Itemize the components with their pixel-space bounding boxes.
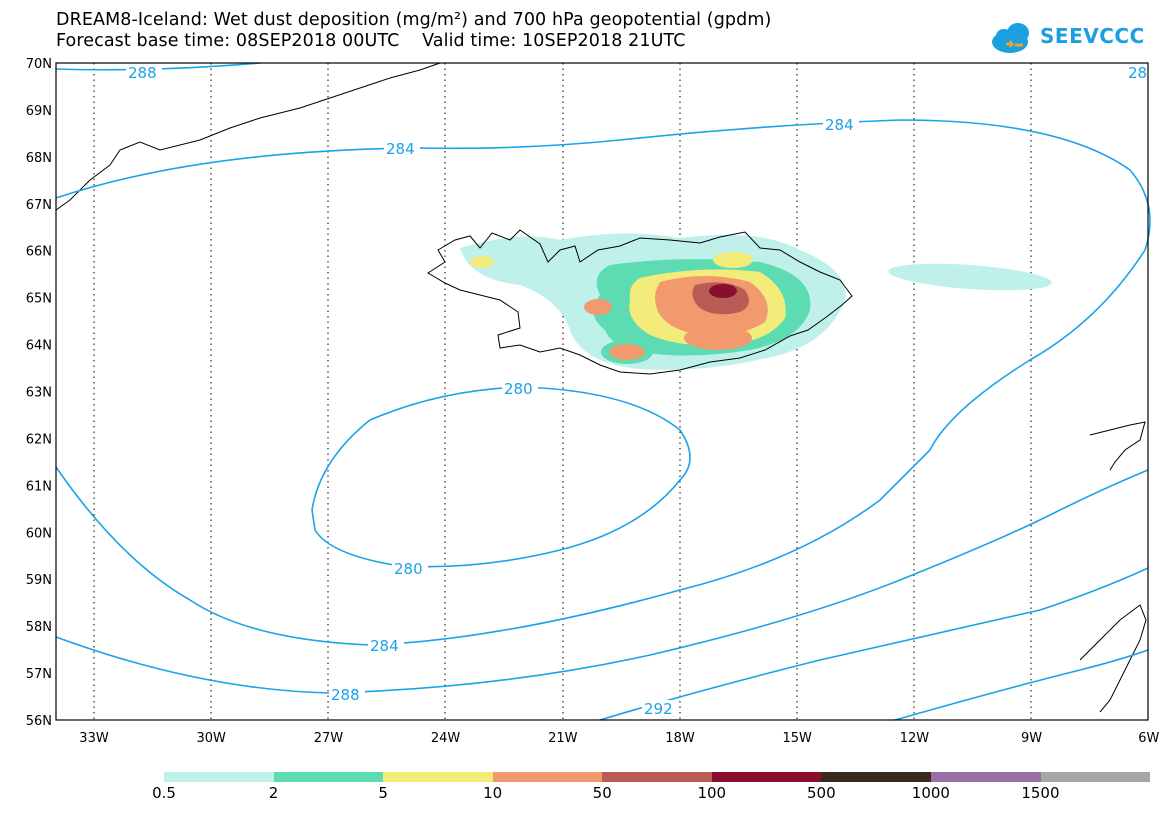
- legend-label: 10: [483, 784, 503, 802]
- legend-swatch: [930, 772, 1041, 782]
- legend-label: 50: [592, 784, 612, 802]
- latitude-label: 60N: [26, 526, 52, 541]
- greenland-coastline: [55, 62, 441, 211]
- longitude-label: 15W: [782, 731, 812, 746]
- legend-swatch: [492, 772, 603, 782]
- longitude-label: 21W: [548, 731, 578, 746]
- contour-284-north: [55, 119, 1151, 646]
- legend-swatch: [821, 772, 931, 782]
- faroe-coastline: [1089, 421, 1146, 471]
- latitude-label: 59N: [26, 573, 52, 588]
- latitude-label: 66N: [26, 245, 52, 260]
- contour-label: 288: [331, 686, 360, 704]
- contour-label: 288: [128, 64, 157, 82]
- geopotential-contours: [55, 62, 1151, 721]
- scotland-coastline: [1079, 604, 1147, 713]
- latitude-label: 57N: [26, 667, 52, 682]
- legend-label: 100: [697, 784, 727, 802]
- dust-deposition-field: [460, 233, 1052, 370]
- legend-label: 1000: [911, 784, 950, 802]
- latitude-label: 67N: [26, 198, 52, 213]
- longitude-label: 27W: [314, 731, 344, 746]
- longitude-labels: 33W 30W 27W 24W 21W 18W 15W 12W 9W 6W: [79, 731, 1159, 746]
- contour-label: 28: [1128, 64, 1147, 82]
- contour-296: [894, 649, 1149, 721]
- latitude-label: 56N: [26, 714, 52, 729]
- legend-swatch: [164, 772, 274, 782]
- longitude-label: 18W: [665, 731, 695, 746]
- latitude-label: 69N: [26, 104, 52, 119]
- contour-labels: 288 284 284 280 280 284 288 292 28: [126, 64, 1147, 718]
- contour-label: 284: [370, 637, 399, 655]
- contour-280: [311, 386, 691, 568]
- legend-swatch: [711, 772, 822, 782]
- iceland-coastline: [427, 229, 853, 375]
- latitude-labels: 70N 69N 68N 67N 66N 65N 64N 63N 62N 61N 60N 59N 58N 5…: [26, 57, 52, 729]
- legend-swatch: [1040, 772, 1151, 782]
- latitude-label: 70N: [26, 57, 52, 72]
- contour-label: 280: [394, 560, 423, 578]
- longitude-label: 30W: [196, 731, 226, 746]
- longitude-label: 33W: [79, 731, 109, 746]
- latitude-label: 58N: [26, 620, 52, 635]
- logo-text: SEEVCCC: [1040, 24, 1145, 48]
- latitude-label: 63N: [26, 386, 52, 401]
- map-frame: [55, 62, 1149, 721]
- contour-label: 292: [644, 700, 673, 718]
- latitude-label: 65N: [26, 292, 52, 307]
- map-title: DREAM8-Iceland: Wet dust deposition (mg/…: [56, 10, 772, 30]
- cloud-icon: [992, 23, 1029, 53]
- legend-swatch: [273, 772, 384, 782]
- contour-label: 280: [504, 380, 533, 398]
- legend-label: 5: [378, 784, 388, 802]
- latitude-label: 64N: [26, 339, 52, 354]
- seevccc-logo: [992, 23, 1029, 53]
- contour-label: 284: [825, 116, 854, 134]
- longitude-label: 9W: [1021, 731, 1042, 746]
- contour-292: [599, 567, 1149, 721]
- latitude-label: 62N: [26, 432, 52, 447]
- contour-288-south: [55, 469, 1149, 694]
- color-legend: [164, 772, 1151, 782]
- latitude-label: 68N: [26, 151, 52, 166]
- contour-label: 284: [386, 140, 415, 158]
- latitude-label: 61N: [26, 479, 52, 494]
- map-subtitle: Forecast base time: 08SEP2018 00UTC Vali…: [56, 31, 686, 51]
- legend-label: 1500: [1021, 784, 1060, 802]
- longitude-label: 6W: [1138, 731, 1159, 746]
- legend-label: 500: [807, 784, 836, 802]
- longitude-label: 12W: [900, 731, 930, 746]
- longitude-label: 24W: [431, 731, 461, 746]
- coastlines: [55, 62, 1147, 713]
- legend-swatch: [383, 772, 493, 782]
- legend-label: 2: [268, 784, 279, 802]
- legend-label: 0.5: [152, 784, 176, 802]
- legend-swatch: [602, 772, 712, 782]
